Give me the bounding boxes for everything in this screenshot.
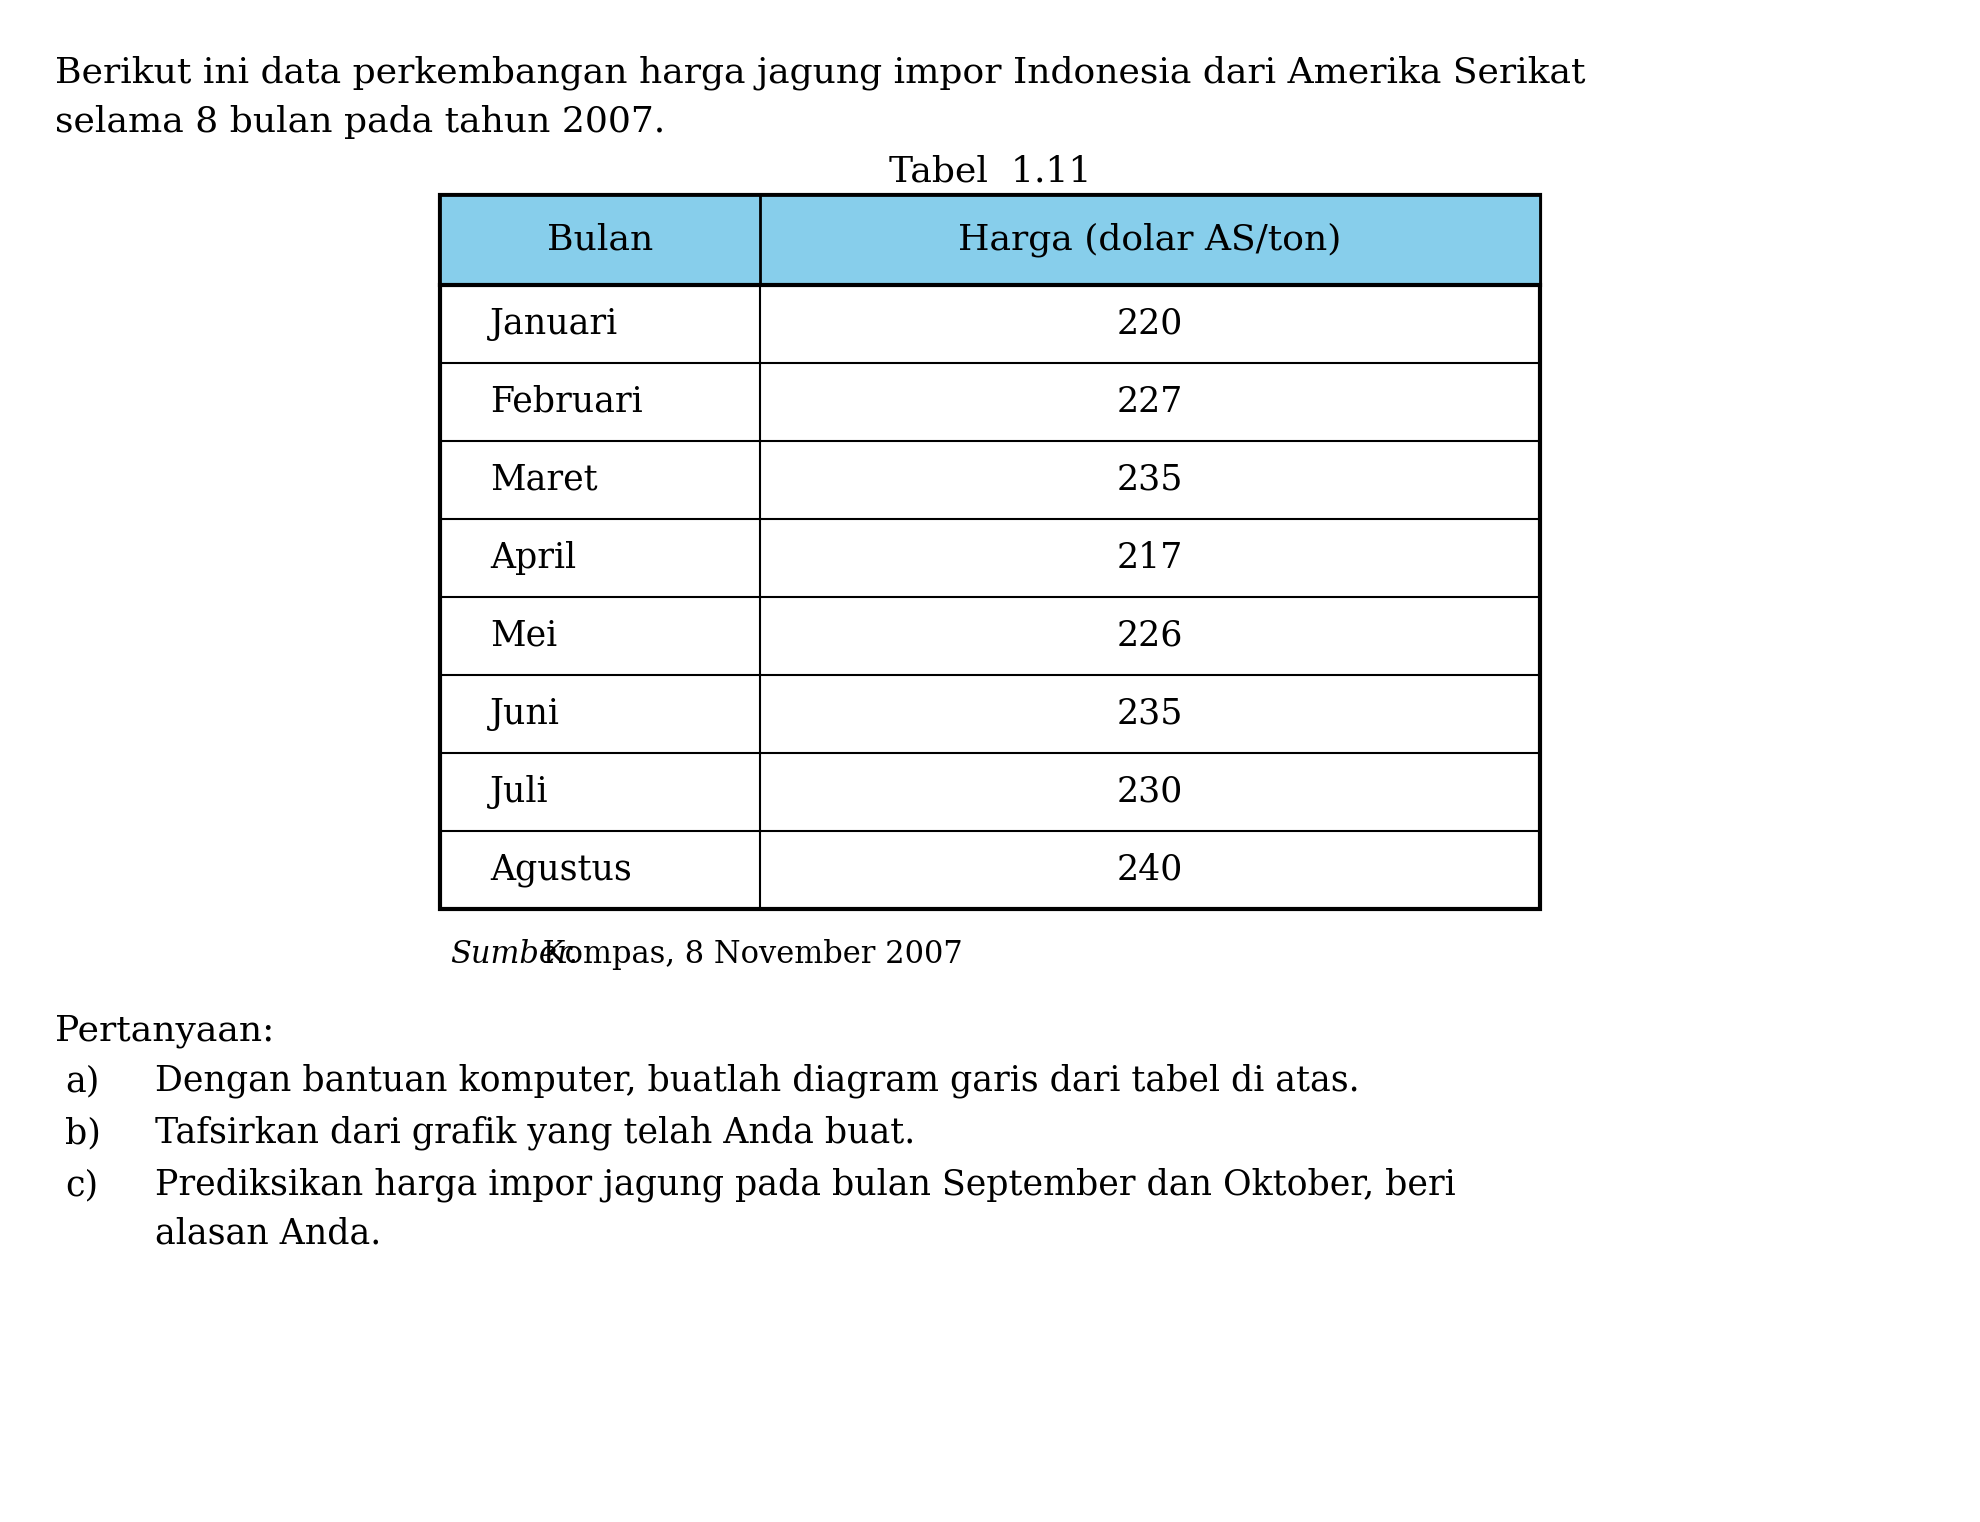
Text: 235: 235: [1117, 697, 1182, 731]
Text: Juni: Juni: [489, 697, 560, 731]
Text: a): a): [65, 1064, 99, 1097]
Text: Juli: Juli: [489, 775, 548, 810]
Text: Mei: Mei: [489, 619, 556, 653]
Text: Prediksikan harga impor jagung pada bulan September dan Oktober, beri: Prediksikan harga impor jagung pada bula…: [154, 1167, 1455, 1202]
Text: c): c): [65, 1167, 99, 1202]
Text: 235: 235: [1117, 463, 1182, 498]
Text: Pertanyaan:: Pertanyaan:: [55, 1014, 275, 1049]
Text: 227: 227: [1117, 385, 1182, 419]
Text: 217: 217: [1117, 540, 1182, 575]
Text: Berikut ini data perkembangan harga jagung impor Indonesia dari Amerika Serikat: Berikut ini data perkembangan harga jagu…: [55, 55, 1584, 90]
Bar: [440, 195, 1538, 909]
Text: 230: 230: [1117, 775, 1182, 810]
Text: Bulan: Bulan: [546, 224, 653, 257]
Text: Januari: Januari: [489, 307, 618, 341]
Text: Dengan bantuan komputer, buatlah diagram garis dari tabel di atas.: Dengan bantuan komputer, buatlah diagram…: [154, 1064, 1358, 1099]
Text: 220: 220: [1117, 307, 1182, 341]
Text: b): b): [65, 1116, 101, 1151]
Text: April: April: [489, 540, 576, 575]
Text: 226: 226: [1117, 619, 1182, 653]
Text: 240: 240: [1117, 852, 1182, 887]
Text: Harga (dolar AS/ton): Harga (dolar AS/ton): [958, 222, 1340, 257]
Text: alasan Anda.: alasan Anda.: [154, 1216, 380, 1250]
Bar: [440, 195, 1538, 285]
Text: selama 8 bulan pada tahun 2007.: selama 8 bulan pada tahun 2007.: [55, 105, 665, 139]
Text: Tabel  1.11: Tabel 1.11: [889, 155, 1091, 189]
Text: Agustus: Agustus: [489, 852, 632, 887]
Text: Sumber.: Sumber.: [449, 939, 578, 970]
Text: Maret: Maret: [489, 463, 598, 498]
Text: Kompas, 8 November 2007: Kompas, 8 November 2007: [533, 939, 962, 970]
Text: Tafsirkan dari grafik yang telah Anda buat.: Tafsirkan dari grafik yang telah Anda bu…: [154, 1116, 915, 1151]
Text: Februari: Februari: [489, 385, 642, 419]
